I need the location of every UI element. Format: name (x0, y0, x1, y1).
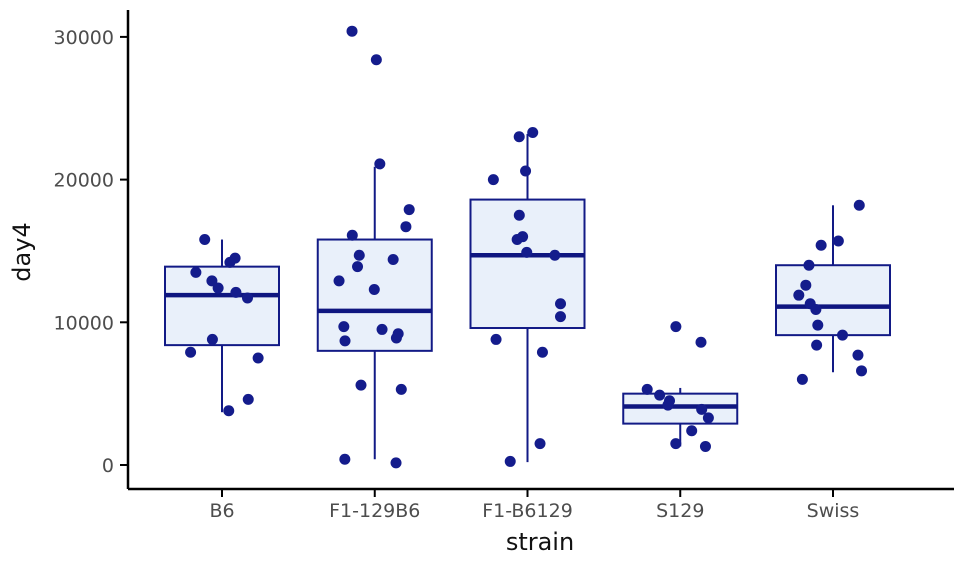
box-B6 (164, 265, 280, 347)
data-point-B6 (206, 333, 218, 345)
data-point-F1-129B6 (395, 383, 407, 395)
data-point-F1-B6129 (490, 333, 502, 345)
data-point-F1-129B6 (346, 229, 358, 241)
data-point-F1-B6129 (549, 249, 561, 261)
data-point-F1-B6129 (487, 174, 499, 186)
x-tick-label: B6 (209, 500, 234, 522)
data-point-F1-129B6 (333, 275, 345, 287)
data-point-Swiss (803, 259, 815, 271)
data-point-S129 (662, 399, 674, 411)
data-point-B6 (252, 352, 264, 364)
data-point-S129 (695, 336, 707, 348)
data-point-F1-B6129 (521, 246, 533, 258)
data-point-F1-B6129 (504, 455, 516, 467)
chart-layer: 0 10000 20000 30000 B6 F1-129B6 F1-B6129 S129 Sw… (54, 10, 954, 522)
data-point-F1-129B6 (374, 158, 386, 170)
data-point-F1-129B6 (339, 453, 351, 465)
data-point-F1-129B6 (338, 321, 350, 333)
box-F1-B6129 (469, 198, 586, 330)
data-point-S129 (670, 438, 682, 450)
data-point-S129 (696, 403, 708, 415)
data-point-B6 (223, 405, 235, 417)
data-point-B6 (242, 393, 254, 405)
y-tick-label: 10000 (54, 312, 114, 334)
data-point-F1-129B6 (400, 221, 412, 233)
x-tick-label: S129 (656, 500, 704, 522)
data-point-S129 (702, 412, 714, 424)
data-point-Swiss (852, 349, 864, 361)
data-point-F1-B6129 (527, 127, 539, 139)
data-point-F1-129B6 (353, 249, 365, 261)
data-point-B6 (224, 256, 236, 268)
data-point-B6 (241, 292, 253, 304)
data-point-F1-129B6 (390, 332, 402, 344)
data-point-B6 (199, 234, 211, 246)
data-point-F1-129B6 (352, 261, 364, 273)
data-point-Swiss (800, 279, 812, 291)
data-point-F1-B6129 (513, 131, 525, 143)
data-point-F1-129B6 (387, 254, 399, 266)
data-point-Swiss (832, 235, 844, 247)
data-point-Swiss (815, 239, 827, 251)
data-point-Swiss (853, 199, 865, 211)
data-point-Swiss (811, 339, 823, 351)
data-point-F1-B6129 (555, 298, 567, 310)
data-point-F1-129B6 (370, 54, 382, 66)
y-tick-label: 30000 (54, 27, 114, 49)
y-axis-title: day4 (8, 222, 36, 281)
data-point-Swiss (836, 329, 848, 341)
data-point-F1-129B6 (368, 283, 380, 295)
data-point-S129 (641, 383, 653, 395)
data-point-B6 (190, 266, 202, 278)
data-point-S129 (654, 389, 666, 401)
data-point-F1-B6129 (554, 311, 566, 323)
data-point-Swiss (793, 289, 805, 301)
data-point-F1-B6129 (536, 346, 548, 358)
y-tick-label: 20000 (54, 170, 114, 192)
x-tick-label: F1-129B6 (329, 500, 420, 522)
data-point-F1-129B6 (355, 379, 367, 391)
data-point-F1-B6129 (534, 438, 546, 450)
box-Swiss (775, 264, 891, 337)
data-point-F1-129B6 (390, 457, 402, 469)
x-tick-label: F1-B6129 (482, 500, 573, 522)
data-point-F1-129B6 (346, 25, 358, 37)
data-point-Swiss (812, 319, 824, 331)
data-point-Swiss (856, 365, 868, 377)
data-point-S129 (670, 321, 682, 333)
x-axis-title: strain (506, 528, 574, 556)
data-point-F1-129B6 (376, 323, 388, 335)
y-tick-label: 0 (102, 455, 114, 477)
data-point-B6 (212, 282, 224, 294)
data-point-B6 (230, 286, 242, 298)
data-point-F1-129B6 (403, 204, 415, 216)
data-point-F1-129B6 (339, 335, 351, 347)
data-point-S129 (686, 425, 698, 437)
box-F1-129B6 (316, 238, 433, 352)
data-point-F1-B6129 (520, 165, 532, 177)
data-point-Swiss (796, 373, 808, 385)
data-point-B6 (206, 275, 218, 287)
data-point-Swiss (810, 303, 822, 315)
data-point-F1-B6129 (511, 234, 523, 246)
x-tick-label: Swiss (807, 500, 860, 522)
data-point-F1-B6129 (513, 209, 525, 221)
data-point-B6 (185, 346, 197, 358)
data-point-S129 (699, 440, 711, 452)
